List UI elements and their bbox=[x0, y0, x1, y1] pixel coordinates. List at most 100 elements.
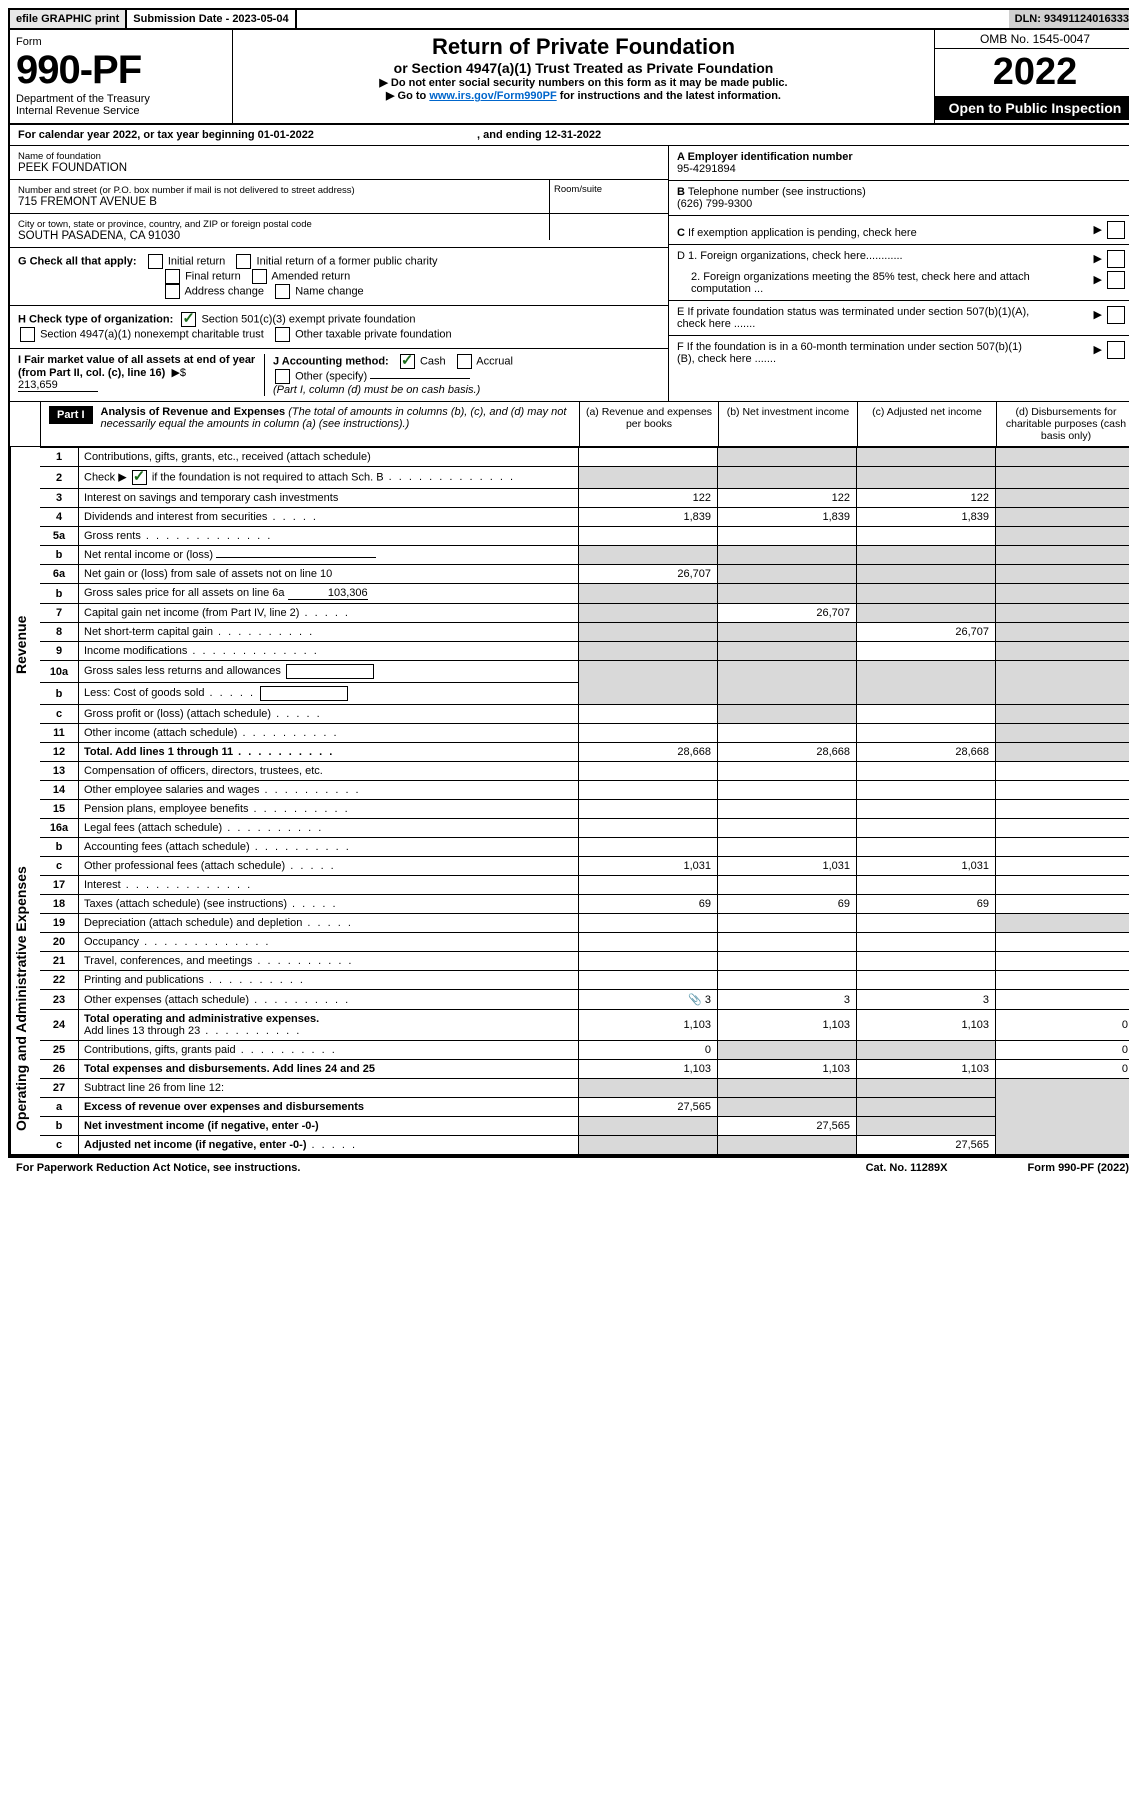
form-subtitle: or Section 4947(a)(1) Trust Treated as P… bbox=[243, 60, 924, 76]
r10a-desc: Gross sales less returns and allowances bbox=[84, 665, 281, 677]
r9-desc: Income modifications bbox=[84, 645, 187, 657]
top-bar: efile GRAPHIC print Submission Date - 20… bbox=[10, 10, 1129, 30]
chk-name-change[interactable] bbox=[275, 284, 290, 299]
row-15: 15Pension plans, employee benefits bbox=[40, 800, 1129, 819]
chk-cash[interactable] bbox=[400, 354, 415, 369]
chk-501c3[interactable] bbox=[181, 312, 196, 327]
part-1-label: Part I bbox=[49, 406, 93, 424]
r16c-desc: Other professional fees (attach schedule… bbox=[84, 860, 285, 872]
row-22: 22Printing and publications bbox=[40, 971, 1129, 990]
footer-left: For Paperwork Reduction Act Notice, see … bbox=[16, 1162, 300, 1174]
phone-value: (626) 799-9300 bbox=[677, 198, 1127, 210]
row-16c: cOther professional fees (attach schedul… bbox=[40, 857, 1129, 876]
instructions-link[interactable]: www.irs.gov/Form990PF bbox=[429, 90, 556, 102]
chk-4947a1[interactable] bbox=[20, 327, 35, 342]
fmv-value: 213,659 bbox=[18, 379, 98, 392]
form-note-2: ▶ Go to www.irs.gov/Form990PF for instru… bbox=[243, 89, 924, 102]
row-8: 8Net short-term capital gain26,707 bbox=[40, 623, 1129, 642]
attachment-icon[interactable]: 📎 bbox=[688, 994, 702, 1006]
section-d1-label: D 1. Foreign organizations, check here..… bbox=[677, 250, 903, 268]
part-1-body: Revenue Operating and Administrative Exp… bbox=[10, 447, 1129, 1155]
row-21: 21Travel, conferences, and meetings bbox=[40, 952, 1129, 971]
r19-desc: Depreciation (attach schedule) and deple… bbox=[84, 917, 302, 929]
opt-final-return: Final return bbox=[185, 270, 241, 282]
row-27a: aExcess of revenue over expenses and dis… bbox=[40, 1098, 1129, 1117]
cal-pre: For calendar year 2022, or tax year begi… bbox=[18, 129, 258, 141]
opt-amended: Amended return bbox=[271, 270, 350, 282]
r10a-box[interactable] bbox=[286, 664, 374, 679]
row-27c: cAdjusted net income (if negative, enter… bbox=[40, 1136, 1129, 1155]
form-container: efile GRAPHIC print Submission Date - 20… bbox=[8, 8, 1129, 1157]
r20-desc: Occupancy bbox=[84, 936, 139, 948]
row-2: 2Check ▶ if the foundation is not requir… bbox=[40, 467, 1129, 489]
chk-final-return[interactable] bbox=[165, 269, 180, 284]
r14-desc: Other employee salaries and wages bbox=[84, 784, 259, 796]
col-c-header: (c) Adjusted net income bbox=[857, 402, 996, 446]
note2-pre: ▶ Go to bbox=[386, 90, 429, 102]
ein-value: 95-4291894 bbox=[677, 163, 1127, 175]
i-pointer: ▶$ bbox=[171, 367, 186, 379]
chk-other-method[interactable] bbox=[275, 369, 290, 384]
col-d-header: (d) Disbursements for charitable purpose… bbox=[996, 402, 1129, 446]
chk-amended-return[interactable] bbox=[252, 269, 267, 284]
opt-name-change: Name change bbox=[295, 285, 364, 297]
row-18: 18Taxes (attach schedule) (see instructi… bbox=[40, 895, 1129, 914]
chk-d1[interactable] bbox=[1107, 250, 1125, 268]
chk-f[interactable] bbox=[1107, 341, 1125, 359]
section-g-label: G Check all that apply: bbox=[18, 255, 137, 267]
r25-desc: Contributions, gifts, grants paid bbox=[84, 1044, 236, 1056]
page-footer: For Paperwork Reduction Act Notice, see … bbox=[8, 1157, 1129, 1178]
row-19: 19Depreciation (attach schedule) and dep… bbox=[40, 914, 1129, 933]
r10b-box[interactable] bbox=[260, 686, 348, 701]
section-e-label: E If private foundation status was termi… bbox=[677, 306, 1037, 330]
r17-desc: Interest bbox=[84, 879, 121, 891]
row-27: 27Subtract line 26 from line 12: bbox=[40, 1079, 1129, 1098]
row-14: 14Other employee salaries and wages bbox=[40, 781, 1129, 800]
row-17: 17Interest bbox=[40, 876, 1129, 895]
r5b-input[interactable] bbox=[216, 557, 376, 558]
row-24: 24Total operating and administrative exp… bbox=[40, 1010, 1129, 1041]
r23-a: 3 bbox=[705, 994, 711, 1006]
r6b-value: 103,306 bbox=[288, 587, 368, 600]
r27b-desc: Net investment income (if negative, ente… bbox=[84, 1120, 319, 1132]
r22-desc: Printing and publications bbox=[84, 974, 204, 986]
r11-desc: Other income (attach schedule) bbox=[84, 727, 237, 739]
r24-desc: Total operating and administrative expen… bbox=[84, 1013, 319, 1025]
form-number: 990-PF bbox=[16, 48, 226, 93]
form-title: Return of Private Foundation bbox=[243, 34, 924, 60]
row-5b: bNet rental income or (loss) bbox=[40, 546, 1129, 565]
r16b-desc: Accounting fees (attach schedule) bbox=[84, 841, 250, 853]
footer-right: Form 990-PF (2022) bbox=[1028, 1162, 1129, 1174]
room-suite-label: Room/suite bbox=[549, 180, 668, 240]
chk-other-taxable[interactable] bbox=[275, 327, 290, 342]
chk-address-change[interactable] bbox=[165, 284, 180, 299]
j-note: (Part I, column (d) must be on cash basi… bbox=[273, 384, 480, 396]
efile-print-button[interactable]: efile GRAPHIC print bbox=[10, 10, 127, 28]
cal-mid: , and ending bbox=[477, 129, 545, 141]
r2-pre: Check ▶ bbox=[84, 471, 130, 483]
row-11: 11Other income (attach schedule) bbox=[40, 724, 1129, 743]
chk-c-pending[interactable] bbox=[1107, 221, 1125, 239]
chk-initial-return[interactable] bbox=[148, 254, 163, 269]
r18-desc: Taxes (attach schedule) (see instruction… bbox=[84, 898, 287, 910]
row-5a: 5aGross rents bbox=[40, 527, 1129, 546]
r27c-desc: Adjusted net income (if negative, enter … bbox=[84, 1139, 306, 1151]
dln: DLN: 93491124016333 bbox=[1009, 10, 1129, 28]
r6b-desc: Gross sales price for all assets on line… bbox=[84, 587, 285, 599]
info-grid: Name of foundation PEEK FOUNDATION Numbe… bbox=[10, 146, 1129, 402]
r23-desc: Other expenses (attach schedule) bbox=[84, 994, 249, 1006]
row-6a: 6aNet gain or (loss) from sale of assets… bbox=[40, 565, 1129, 584]
other-method-input[interactable] bbox=[370, 378, 470, 379]
chk-d2[interactable] bbox=[1107, 271, 1125, 289]
note2-post: for instructions and the latest informat… bbox=[557, 90, 781, 102]
cal-begin: 01-01-2022 bbox=[258, 129, 314, 141]
chk-accrual[interactable] bbox=[457, 354, 472, 369]
row-16a: 16aLegal fees (attach schedule) bbox=[40, 819, 1129, 838]
section-f-label: F If the foundation is in a 60-month ter… bbox=[677, 341, 1037, 365]
chk-e[interactable] bbox=[1107, 306, 1125, 324]
r12-desc: Total. Add lines 1 through 11 bbox=[84, 746, 233, 758]
chk-sch-b[interactable] bbox=[132, 470, 147, 485]
chk-initial-former[interactable] bbox=[236, 254, 251, 269]
r21-desc: Travel, conferences, and meetings bbox=[84, 955, 252, 967]
side-label-revenue: Revenue bbox=[10, 447, 40, 843]
